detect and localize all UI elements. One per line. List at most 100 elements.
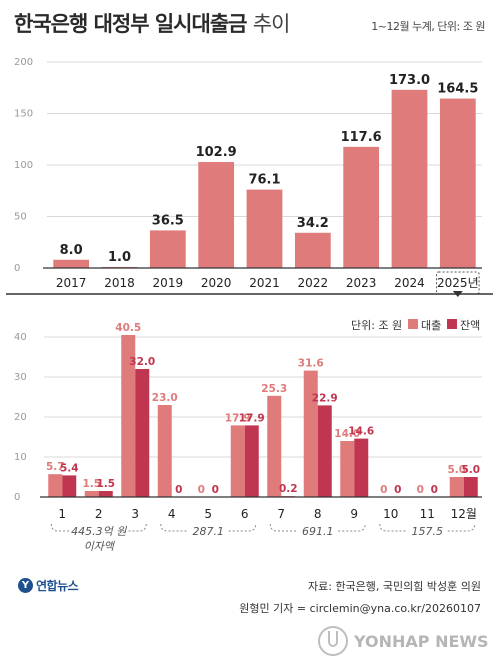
bar-value-label-loan: 1.5 bbox=[82, 478, 101, 490]
bar-loan bbox=[48, 474, 63, 497]
bar-value-label-loan: 14.0 bbox=[334, 428, 360, 440]
bracket-left bbox=[50, 523, 69, 532]
title-suffix: 추이 bbox=[252, 12, 291, 36]
x-tick-label: 6 bbox=[241, 507, 249, 521]
bar-loan bbox=[121, 335, 136, 497]
interest-annotation-label: 445.3억 원 bbox=[71, 525, 127, 538]
bar-balance bbox=[244, 425, 259, 497]
y-tick-label: 0 bbox=[14, 492, 20, 503]
legend-label-loan: 대출 bbox=[421, 319, 441, 332]
bar-value-label-balance: 0 bbox=[212, 484, 219, 496]
bar-value-label: 173.0 bbox=[389, 73, 430, 88]
source-note: 자료: 한국은행, 국민의힘 박성훈 의원 bbox=[308, 580, 481, 593]
legend-swatch-loan bbox=[408, 319, 418, 329]
legend-swatch-balance bbox=[447, 319, 457, 329]
divider-pointer-icon bbox=[452, 291, 463, 297]
bar-value-label-loan: 31.6 bbox=[298, 358, 324, 370]
interest-annotation-label: 157.5 bbox=[412, 525, 444, 538]
bracket-right bbox=[447, 523, 476, 532]
x-tick-label: 2022 bbox=[298, 276, 329, 290]
x-tick-label: 2025년 bbox=[437, 276, 479, 290]
watermark-icon bbox=[318, 626, 348, 656]
x-tick-label: 2 bbox=[95, 507, 103, 521]
bar-value-label-balance: 0 bbox=[175, 484, 182, 496]
bar-value-label: 34.2 bbox=[297, 216, 329, 231]
chart-title: 한국은행 대정부 일시대출금 추이 bbox=[14, 8, 291, 38]
x-tick-label: 5 bbox=[204, 507, 212, 521]
bar-value-label: 117.6 bbox=[341, 130, 382, 145]
bar-value-label-loan: 0 bbox=[417, 484, 424, 496]
watermark-text: YONHAP NEWS bbox=[354, 631, 489, 651]
bar-value-label: 102.9 bbox=[196, 145, 237, 160]
bracket-left bbox=[269, 523, 298, 532]
bar bbox=[343, 146, 380, 268]
x-tick-label: 4 bbox=[168, 507, 176, 521]
bar-balance bbox=[98, 491, 113, 497]
bar-value-label: 76.1 bbox=[248, 173, 280, 188]
y-tick-label: 200 bbox=[14, 57, 33, 68]
bar-value-label-balance: 0 bbox=[431, 484, 438, 496]
logo-mark-icon: Y bbox=[18, 578, 33, 593]
x-tick-label: 2023 bbox=[346, 276, 377, 290]
y-tick-label: 50 bbox=[14, 212, 27, 223]
y-tick-label: 150 bbox=[14, 109, 33, 120]
bracket-left bbox=[379, 523, 407, 532]
bar-value-label-balance: 5.4 bbox=[60, 462, 79, 474]
legend-label-balance: 잔액 bbox=[460, 319, 480, 332]
bar-value-label-balance: 5.0 bbox=[461, 464, 480, 476]
interest-annotation-label: 287.1 bbox=[193, 525, 225, 538]
bar-value-label-balance: 22.9 bbox=[312, 392, 338, 404]
bar-value-label-balance: 14.6 bbox=[348, 426, 374, 438]
bar-value-label-balance: 17.9 bbox=[239, 412, 265, 424]
y-tick-label: 30 bbox=[14, 372, 27, 383]
bar-value-label-balance: 0 bbox=[394, 484, 401, 496]
bracket-right bbox=[338, 523, 366, 532]
bracket-right bbox=[228, 523, 257, 532]
bar bbox=[246, 189, 283, 268]
author-note: 원형민 기자 = circlemin@yna.co.kr/20260107 bbox=[239, 602, 481, 615]
bar-loan bbox=[267, 395, 282, 497]
bar-value-label-loan: 40.5 bbox=[115, 322, 141, 334]
x-tick-label: 2019 bbox=[153, 276, 184, 290]
x-tick-label: 10 bbox=[383, 507, 398, 521]
logo-text: 연합뉴스 bbox=[36, 579, 79, 593]
bar-loan bbox=[449, 477, 464, 497]
bar-loan bbox=[84, 491, 99, 497]
bar-value-label-loan: 0 bbox=[198, 484, 205, 496]
bar bbox=[294, 232, 331, 268]
x-tick-label: 11 bbox=[420, 507, 435, 521]
bar bbox=[391, 89, 428, 268]
y-tick-label: 20 bbox=[14, 412, 27, 423]
x-tick-label: 9 bbox=[350, 507, 358, 521]
bar-value-label: 164.5 bbox=[437, 82, 478, 97]
bar bbox=[53, 259, 90, 268]
bar-value-label-balance: 32.0 bbox=[129, 356, 155, 368]
y-tick-label: 40 bbox=[14, 332, 27, 343]
bar-value-label: 8.0 bbox=[60, 243, 83, 258]
bar-balance bbox=[317, 405, 332, 497]
unit-label: 단위: 조 원 bbox=[351, 319, 402, 332]
x-tick-label: 2017 bbox=[56, 276, 87, 290]
x-tick-label: 3 bbox=[131, 507, 139, 521]
bar-loan bbox=[157, 405, 172, 497]
bar bbox=[439, 98, 476, 268]
yonhap-logo: Y 연합뉴스 bbox=[18, 577, 79, 594]
bar-value-label: 1.0 bbox=[108, 250, 131, 265]
annual-loan-chart: 0 50 100 150 200 8.0 2017 1.0 2018 36.5 2019 102.9 2… bbox=[6, 57, 493, 297]
x-tick-label: 7 bbox=[277, 507, 285, 521]
title-main: 한국은행 대정부 일시대출금 bbox=[14, 12, 247, 36]
bar-value-label-loan: 0 bbox=[380, 484, 387, 496]
x-tick-label: 2020 bbox=[201, 276, 232, 290]
bracket-left bbox=[160, 523, 188, 532]
bar bbox=[198, 162, 235, 268]
yonhap-watermark: YONHAP NEWS bbox=[318, 626, 489, 656]
bar-balance bbox=[135, 369, 150, 497]
bar-loan bbox=[340, 441, 355, 497]
y-tick-label: 10 bbox=[14, 452, 27, 463]
unit-note: 1~12월 누계, 단위: 조 원 bbox=[371, 20, 485, 33]
bar-value-label-loan: 17.9 bbox=[225, 412, 251, 424]
bar-value-label-loan: 25.3 bbox=[261, 383, 287, 395]
bar bbox=[149, 230, 186, 268]
bar-loan bbox=[230, 425, 245, 497]
